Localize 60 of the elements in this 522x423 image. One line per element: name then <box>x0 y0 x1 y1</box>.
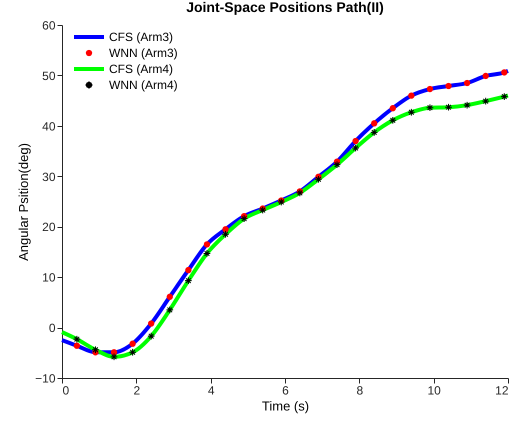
y-tick-label: 0 <box>48 321 56 336</box>
legend-label: WNN (Arm3) <box>109 46 178 60</box>
y-tick-label: 20 <box>42 220 56 234</box>
y-tick-label: 30 <box>42 170 56 184</box>
x-axis-title: Time (s) <box>262 398 310 414</box>
point <box>482 72 489 80</box>
x-tick-label: 6 <box>282 384 290 398</box>
point <box>371 120 378 126</box>
x-tick-label: 0 <box>62 384 70 398</box>
point <box>184 276 192 285</box>
point <box>408 108 416 116</box>
point <box>129 340 136 347</box>
point <box>464 80 470 86</box>
point <box>203 250 211 258</box>
y-tick-label: 10 <box>42 270 56 285</box>
y-tick-label: 40 <box>42 119 56 134</box>
legend-label: WNN (Arm4) <box>109 78 178 92</box>
point <box>444 103 452 112</box>
x-tick-label: 8 <box>356 384 364 398</box>
x-tick-label: 10 <box>427 384 442 398</box>
x-tick-label: 4 <box>208 384 215 398</box>
point <box>74 342 80 349</box>
point <box>388 116 397 124</box>
point <box>426 104 434 112</box>
point <box>147 332 156 340</box>
point <box>408 92 415 99</box>
point <box>501 69 508 76</box>
x-tick-label: 2 <box>133 384 140 398</box>
point <box>222 230 230 238</box>
legend-label: CFS (Arm4) <box>109 62 173 76</box>
point <box>222 226 229 232</box>
point <box>426 86 434 92</box>
point <box>92 346 100 354</box>
point <box>390 105 396 112</box>
point <box>110 349 118 356</box>
point <box>500 92 508 100</box>
legend-label: CFS (Arm3) <box>109 30 173 44</box>
point <box>128 348 136 356</box>
point <box>185 266 192 274</box>
x-tick-label: 12 <box>495 384 509 398</box>
point <box>204 241 210 248</box>
y-tick-label: 60 <box>42 18 56 32</box>
point <box>333 160 341 169</box>
point <box>314 175 322 184</box>
y-axis-title: Angular Psition(deg) <box>16 143 32 261</box>
point <box>445 82 452 90</box>
y-tick-label: −10 <box>35 372 56 386</box>
point <box>482 97 490 105</box>
point <box>110 352 118 361</box>
point <box>352 138 359 144</box>
point <box>463 101 471 110</box>
point <box>148 320 154 327</box>
point <box>352 144 360 152</box>
point <box>370 128 378 136</box>
point <box>240 214 248 222</box>
point <box>166 294 173 300</box>
chart-title: Joint-Space Positions Path(II) <box>186 0 384 15</box>
point <box>166 306 174 314</box>
y-tick-label: 50 <box>42 68 56 83</box>
point <box>73 335 81 344</box>
